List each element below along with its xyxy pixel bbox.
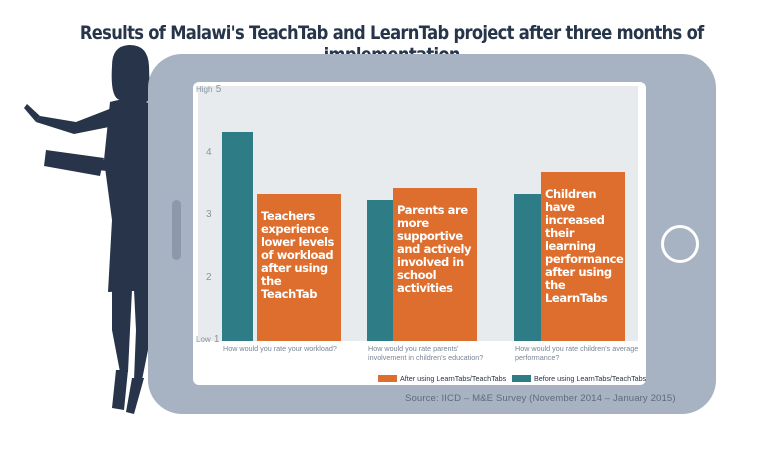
woman-silhouette-icon: [24, 45, 158, 414]
x-category-label: How would you rate parents' involvement …: [368, 344, 484, 362]
y-tick-value: 1: [213, 334, 220, 345]
bar-after: [257, 194, 341, 341]
bar-before: [222, 131, 253, 341]
legend-swatch: [378, 375, 397, 382]
bar-annotation: Parents are more supportive and actively…: [397, 202, 472, 295]
y-tick-value: 5: [215, 84, 222, 95]
legend-swatch: [512, 375, 531, 382]
y-tick-label: 3: [206, 209, 212, 220]
bar-annotation: Children have increased their learning p…: [545, 187, 624, 306]
legend-label: After using LearnTabs/TeachTabs: [400, 374, 507, 383]
y-tick-prefix: High: [196, 85, 215, 94]
source-note: Source: IICD – M&E Survey (November 2014…: [405, 393, 676, 404]
tablet-side-button: [172, 200, 181, 260]
y-tick-label: Low 1: [196, 334, 219, 345]
bar-before: [367, 200, 398, 341]
y-tick-label: High 5: [196, 84, 221, 95]
y-tick-prefix: Low: [196, 335, 213, 344]
y-tick-value: 3: [206, 209, 212, 220]
tablet-home-button-icon: [661, 225, 699, 263]
y-tick-label: 2: [206, 272, 212, 283]
y-tick-value: 4: [206, 146, 212, 158]
y-tick-value: 2: [206, 271, 212, 283]
bar-annotation: Teachers experience lower levels of work…: [261, 209, 334, 302]
legend-label: Before using LearnTabs/TeachTabs: [534, 374, 647, 383]
bar-after: [393, 187, 477, 341]
x-category-label: How would you rate children's average pe…: [515, 344, 639, 362]
bar-after: [541, 172, 625, 341]
x-category-label: How would you rate your workload?: [223, 344, 337, 353]
y-tick-label: 4: [206, 147, 212, 158]
bar-before: [514, 194, 545, 341]
